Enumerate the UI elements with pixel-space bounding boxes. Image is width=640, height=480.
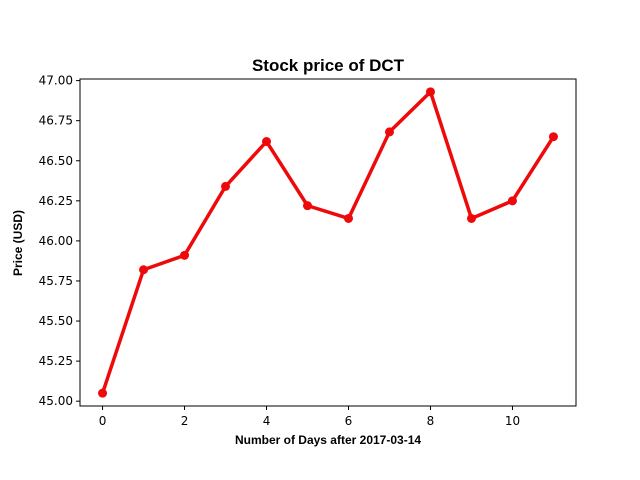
x-tick-label: 10 bbox=[505, 414, 520, 428]
data-point bbox=[384, 127, 394, 137]
data-point bbox=[507, 196, 517, 206]
data-point bbox=[180, 250, 190, 260]
data-point bbox=[343, 213, 353, 223]
data-point bbox=[303, 201, 313, 211]
y-tick-label: 46.50 bbox=[39, 154, 73, 168]
x-tick-label: 6 bbox=[345, 414, 353, 428]
y-axis-label: Price (USD) bbox=[11, 210, 25, 276]
y-tick-label: 45.50 bbox=[39, 314, 73, 328]
y-tick-label: 47.00 bbox=[39, 74, 73, 88]
y-tick-label: 46.25 bbox=[39, 194, 73, 208]
x-axis-label: Number of Days after 2017-03-14 bbox=[235, 433, 421, 447]
y-tick-label: 46.75 bbox=[39, 114, 73, 128]
axes: 0 2 4 6 8 10 45.00 45.25 45.50 45.75 46.00 46.25 46.… bbox=[39, 74, 577, 428]
plot-frame bbox=[79, 78, 577, 407]
x-tick-label: 2 bbox=[181, 414, 189, 428]
y-tick-label: 45.75 bbox=[39, 274, 73, 288]
y-tick-label: 45.25 bbox=[39, 354, 73, 368]
data-point bbox=[262, 137, 272, 147]
y-tick-label: 45.00 bbox=[39, 394, 73, 408]
y-tick-label: 46.00 bbox=[39, 234, 73, 248]
x-tick-label: 8 bbox=[427, 414, 435, 428]
data-point bbox=[98, 388, 108, 398]
data-point bbox=[466, 213, 476, 223]
data-point bbox=[139, 265, 149, 275]
x-tick-label: 0 bbox=[99, 414, 107, 428]
series-line bbox=[100, 90, 556, 395]
data-point bbox=[548, 132, 558, 142]
x-tick-label: 4 bbox=[263, 414, 271, 428]
data-point bbox=[425, 87, 435, 97]
series-layer bbox=[98, 87, 558, 398]
data-point bbox=[221, 181, 231, 191]
chart-title: Stock price of DCT bbox=[252, 56, 405, 75]
